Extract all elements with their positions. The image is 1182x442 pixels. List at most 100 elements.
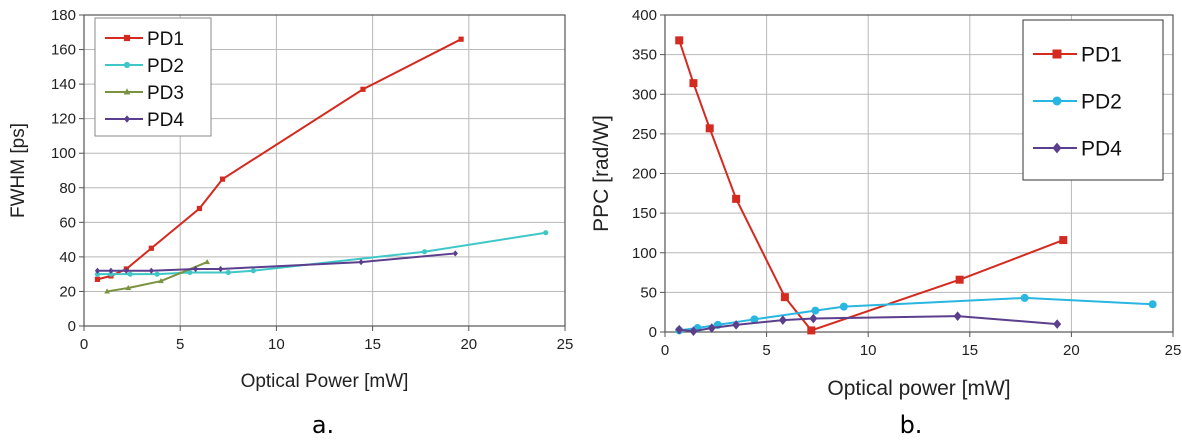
y-tick-label: 120 (51, 111, 76, 128)
legend-label: PD1 (147, 29, 184, 50)
x-tick-label: 15 (364, 336, 381, 353)
legend-label: PD4 (1081, 138, 1122, 161)
y-axis-label: FWHM [ps] (8, 123, 29, 218)
legend: PD1 PD2 PD4 (1022, 19, 1164, 181)
data-point (108, 267, 114, 274)
data-point (108, 271, 114, 277)
data-point (452, 250, 458, 257)
legend-item: PD3 (105, 83, 184, 104)
y-tick-label: 150 (632, 205, 657, 222)
data-point (750, 315, 759, 324)
data-point (1053, 319, 1062, 329)
y-tick-label: 100 (51, 145, 76, 162)
data-point (250, 268, 256, 274)
legend-swatch-marker (123, 61, 131, 69)
legend-swatch-marker (123, 88, 131, 95)
data-point (358, 258, 364, 266)
plot-area (83, 14, 566, 327)
y-tick-label: 60 (59, 214, 76, 231)
x-tick-label: 5 (176, 336, 184, 353)
x-tick-label: 10 (268, 336, 285, 353)
data-point (955, 275, 964, 284)
data-point (360, 86, 366, 92)
series-pd1 (675, 36, 1068, 335)
series-pd2 (675, 293, 1157, 335)
y-tick-label: 300 (632, 86, 657, 103)
series-line (106, 261, 208, 293)
data-point (839, 302, 848, 311)
y-tick-label: 140 (51, 76, 76, 93)
data-point (125, 284, 132, 291)
legend-swatch-marker (123, 34, 131, 42)
x-axis-label: Optical Power [mW] (241, 371, 409, 392)
x-tick-label: 20 (1063, 342, 1080, 359)
x-axis-label: Optical power [mW] (827, 377, 1010, 400)
y-tick-label: 0 (649, 324, 657, 341)
y-tick-label: 80 (59, 180, 76, 197)
data-point (809, 313, 818, 324)
y-tick-label: 40 (59, 249, 76, 266)
data-point (204, 258, 210, 265)
data-point (458, 36, 464, 42)
panel-label: a. (312, 411, 334, 439)
data-point (732, 194, 741, 203)
data-point (148, 245, 154, 251)
legend-label: PD3 (147, 83, 184, 104)
data-point (689, 79, 698, 88)
legend-label: PD4 (147, 110, 184, 131)
data-point (225, 269, 231, 276)
series-pd4 (94, 250, 458, 274)
y-tick-label: 180 (51, 7, 76, 24)
y-tick-label: 200 (632, 166, 657, 183)
data-point (811, 306, 820, 315)
data-point (94, 276, 101, 282)
y-tick-label: 250 (632, 126, 657, 143)
y-tick-label: 160 (51, 42, 76, 59)
y-axis-label: PPC [rad/W] (590, 115, 613, 232)
data-point (807, 326, 816, 335)
x-tick-label: 5 (762, 342, 770, 359)
data-point (732, 320, 741, 330)
data-point (196, 205, 203, 212)
data-point (187, 269, 193, 276)
legend-swatch-marker (1052, 142, 1062, 154)
legend-label: PD2 (1081, 91, 1122, 114)
data-point (705, 124, 714, 133)
data-point (707, 323, 716, 333)
series-line (679, 296, 1153, 332)
x-tick-label: 15 (961, 342, 978, 359)
y-tick-label: 100 (632, 245, 657, 262)
legend-item: PD1 (105, 29, 184, 50)
series-line (97, 231, 546, 276)
y-tick-label: 20 (59, 283, 76, 300)
y-tick-label: 50 (640, 284, 657, 301)
data-point (94, 267, 101, 274)
data-point (675, 324, 684, 335)
legend-swatch-marker (1052, 49, 1062, 59)
x-tick-label: 25 (557, 336, 574, 353)
data-point (192, 265, 199, 273)
x-tick-label: 0 (661, 342, 669, 359)
data-point (127, 271, 133, 277)
x-tick-label: 25 (1165, 342, 1182, 359)
y-tick-label: 350 (632, 47, 657, 64)
data-point (154, 271, 160, 277)
y-tick-label: 0 (68, 318, 76, 335)
x-tick-label: 0 (80, 336, 88, 353)
x-tick-label: 20 (460, 336, 477, 353)
data-point (543, 230, 549, 236)
data-point (104, 288, 110, 294)
data-point (158, 277, 164, 284)
data-point (953, 311, 962, 321)
series-pd3 (104, 258, 210, 294)
data-point (94, 271, 101, 277)
series-pd4 (675, 311, 1062, 337)
series-pd2 (94, 230, 549, 277)
panel-label: b. (900, 411, 923, 439)
legend-item: PD4 (105, 110, 184, 131)
x-tick-label: 10 (860, 342, 877, 359)
y-tick-label: 400 (632, 7, 657, 24)
data-point (1059, 236, 1068, 245)
data-point (218, 265, 224, 273)
